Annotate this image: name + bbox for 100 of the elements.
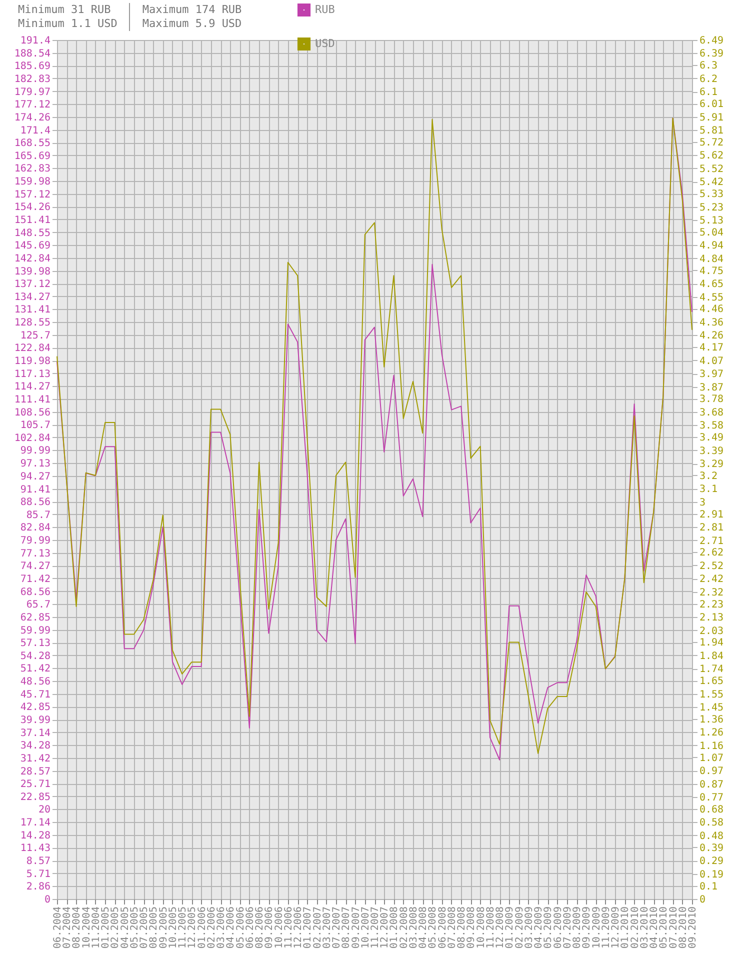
y2-tick-label: 3.68: [700, 407, 724, 418]
y-tick-label: 28.57: [20, 766, 50, 778]
y-tick-label: 94.27: [20, 471, 50, 482]
y-tick-label: 177.12: [14, 100, 50, 111]
x-tick-label: 01.2010: [620, 906, 632, 949]
y2-tick-label: 2.23: [700, 599, 724, 610]
x-tick-label: 09.2009: [582, 906, 593, 949]
y2-tick-label: 5.72: [700, 137, 724, 148]
y2-tick-label: 4.46: [700, 304, 724, 316]
y2-tick-label: 1.26: [700, 728, 724, 739]
y2-tick-label: 5.52: [700, 164, 724, 175]
y2-tick-label: 5.13: [700, 216, 724, 227]
x-tick-label: 05.2010: [658, 906, 670, 949]
x-tick-label: 08.2005: [148, 906, 160, 949]
y2-tick-label: 4.26: [700, 330, 724, 342]
x-tick-label: 08.2010: [678, 906, 689, 949]
y-tick-label: 39.99: [20, 715, 50, 726]
y-tick-label: 154.26: [14, 202, 50, 214]
y-tick-label: 25.71: [20, 779, 50, 790]
x-tick-label: 06.2004: [52, 906, 64, 949]
y2-tick-label: 6.2: [700, 74, 718, 85]
x-tick-label: 08.2008: [456, 906, 468, 949]
x-tick-label: 08.2006: [254, 906, 266, 949]
y2-tick-label: 3.87: [700, 382, 724, 394]
y2-tick-label: 1.45: [700, 702, 724, 714]
y2-tick-label: 3.2: [700, 470, 718, 482]
x-tick-label: 11.2008: [485, 906, 496, 949]
x-tick-label: 10.2009: [591, 906, 602, 949]
x-tick-label: 10.2006: [274, 906, 285, 949]
y-tick-label: 79.99: [20, 536, 50, 547]
x-tick-label: 11.2004: [90, 906, 102, 949]
y-tick-label: 51.42: [20, 664, 50, 675]
y-tick-label: 91.41: [20, 484, 50, 496]
x-tick-label: 12.2007: [380, 906, 391, 949]
y2-tick-label: 1.55: [700, 689, 724, 700]
y2-tick-label: 6.49: [700, 36, 724, 46]
y2-tick-label: 3.58: [700, 420, 724, 432]
x-tick-label: 06.2009: [552, 906, 564, 949]
x-tick-label: 12.2009: [610, 906, 622, 949]
y2-tick-label: 5.42: [700, 177, 724, 188]
x-tick-label: 12.2006: [293, 906, 304, 949]
y-tick-label: 179.97: [14, 86, 50, 98]
y2-tick-label: 0.39: [700, 842, 724, 854]
x-tick-label: 02.2010: [630, 906, 641, 949]
y-tick-label: 85.7: [26, 510, 50, 521]
x-tick-label: 11.2006: [283, 906, 294, 949]
legend-label: RUB: [315, 3, 336, 16]
y-tick-label: 185.69: [14, 61, 50, 72]
x-tick-label: 01.2008: [389, 906, 400, 949]
y2-tick-label: 3.39: [700, 446, 724, 457]
y2-tick-label: 0.68: [700, 804, 724, 816]
y2-tick-label: 5.62: [700, 150, 724, 162]
y-tick-label: 159.98: [14, 176, 50, 188]
x-tick-label: 03.2008: [408, 906, 420, 949]
y2-tick-label: 5.91: [700, 112, 724, 124]
y-tick-label: 174.26: [14, 112, 50, 124]
x-tick-label: 01.2005: [100, 906, 112, 949]
x-tick-label: 03.2009: [524, 906, 535, 949]
y2-tick-label: 6.01: [700, 99, 724, 110]
y-tick-label: 111.41: [14, 394, 50, 406]
y-tick-label: 114.27: [14, 382, 50, 393]
y-tick-label: 137.12: [14, 279, 50, 290]
y2-tick-label: 1.36: [700, 714, 724, 726]
y2-tick-label: 4.84: [700, 254, 724, 265]
y-tick-label: 74.27: [20, 561, 50, 572]
y-tick-label: 54.28: [20, 650, 50, 662]
y-tick-label: 42.85: [20, 702, 50, 714]
x-tick-label: 01.2007: [302, 906, 314, 949]
y-tick-label: 182.83: [14, 74, 50, 85]
y-tick-label: 48.56: [20, 676, 50, 688]
y2-tick-label: 1.94: [700, 638, 724, 649]
y-tick-label: 128.55: [14, 318, 50, 329]
x-tick-label: 03.2007: [322, 906, 333, 949]
y2-tick-label: 3.1: [700, 484, 718, 496]
x-tick-label: 08.2004: [72, 906, 83, 949]
x-tick-label: 05.2009: [543, 906, 554, 949]
x-tick-label: 05.2006: [235, 906, 246, 949]
x-tick-label: 07.2004: [62, 906, 74, 949]
y2-tick-label: 2.71: [700, 536, 724, 547]
y-tick-label: 22.85: [20, 792, 50, 803]
y-tick-label: 68.56: [20, 586, 50, 598]
y-tick-label: 157.12: [14, 189, 50, 200]
x-tick-label: 07.2008: [446, 906, 458, 949]
y-tick-label: 45.71: [20, 689, 50, 700]
x-tick-label: 11.2009: [600, 906, 612, 949]
y-tick-label: 142.84: [14, 253, 50, 264]
x-tick-label: 08.2007: [341, 906, 352, 949]
x-tick-label: 02.2005: [110, 906, 122, 949]
y2-tick-label: 2.52: [700, 560, 724, 572]
x-tick-label: 04.2006: [226, 906, 237, 949]
x-tick-label: 09.2007: [350, 906, 362, 949]
x-tick-label: 11.2005: [178, 906, 189, 949]
x-tick-label: 01.2009: [504, 906, 516, 949]
y-tick-label: 2.86: [26, 882, 50, 893]
y-tick-label: 148.55: [14, 228, 50, 239]
y2-tick-label: 2.42: [700, 574, 724, 586]
y2-tick-label: 5.81: [700, 126, 724, 137]
y2-tick-label: 0.77: [700, 792, 724, 804]
y2-tick-label: 6.1: [700, 87, 718, 98]
x-tick-label: 01.2006: [196, 906, 208, 949]
